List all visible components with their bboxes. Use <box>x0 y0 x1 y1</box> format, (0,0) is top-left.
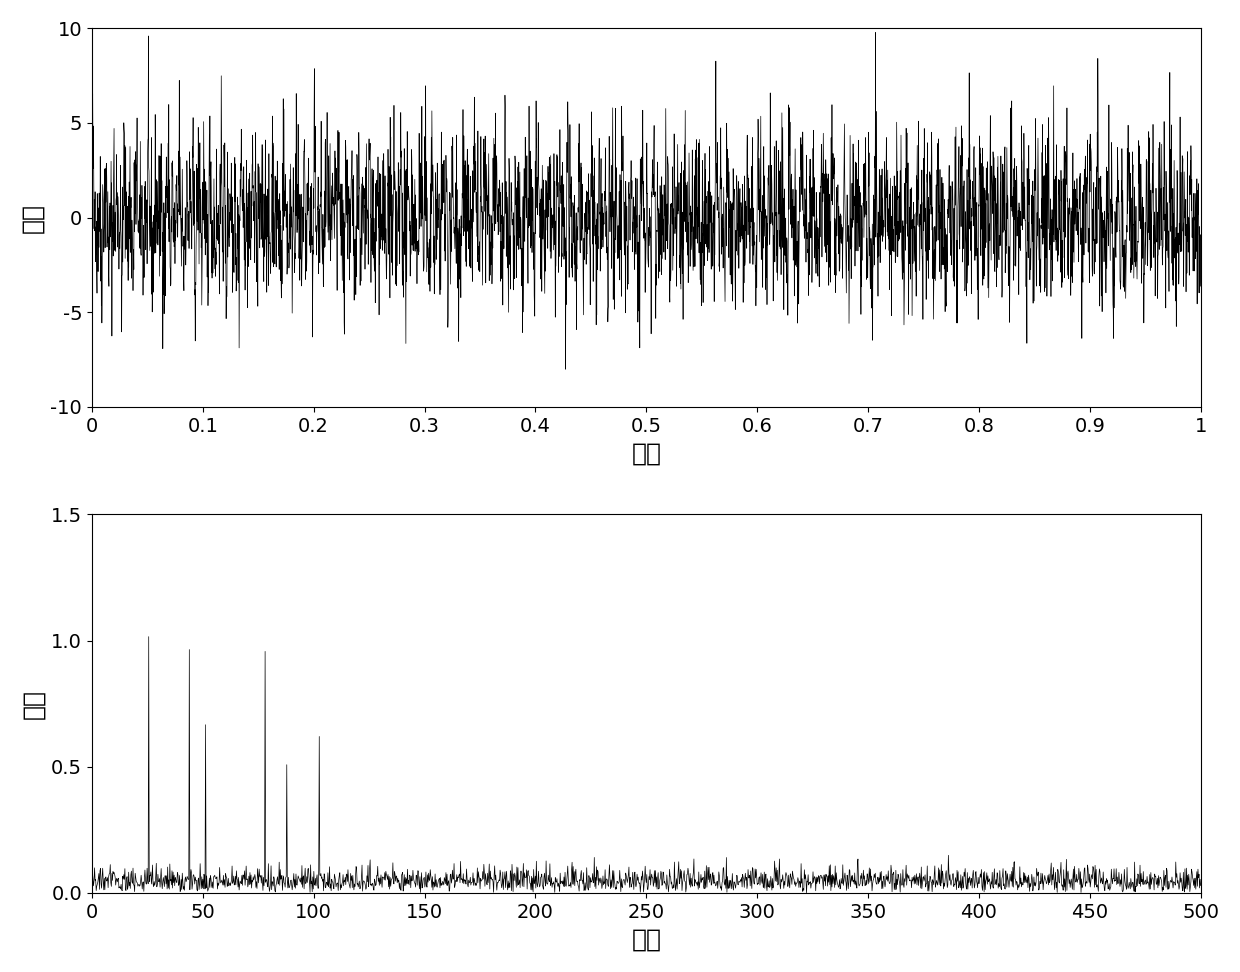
X-axis label: 时间: 时间 <box>631 441 661 466</box>
Y-axis label: 幅值: 幅值 <box>21 688 46 718</box>
X-axis label: 频率: 频率 <box>631 927 661 952</box>
Y-axis label: 幅值: 幅值 <box>21 202 45 232</box>
